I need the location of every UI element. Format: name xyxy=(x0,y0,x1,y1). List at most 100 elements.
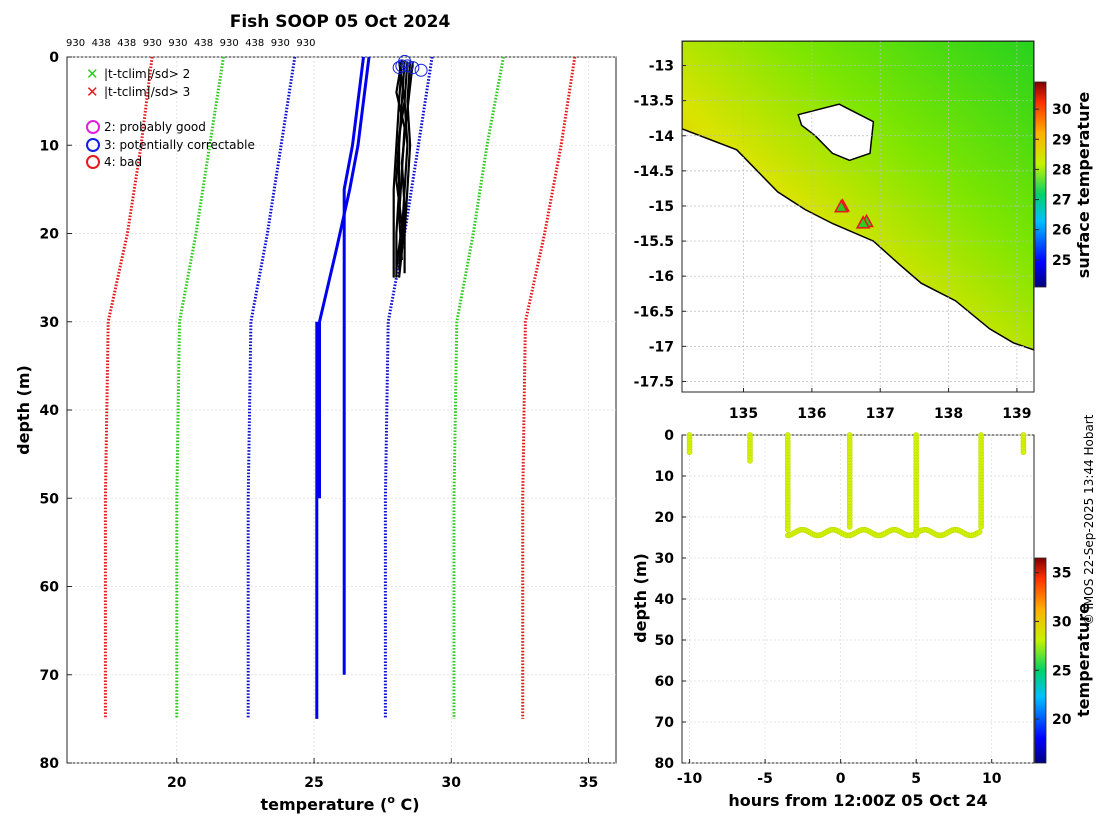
flag-circles xyxy=(392,54,428,77)
timeseries-xtick-label: 0 xyxy=(836,771,846,787)
profile-ytick-label: 60 xyxy=(40,580,60,596)
profile-ytick-label: 10 xyxy=(40,138,60,154)
timeseries-colorbar xyxy=(1034,557,1047,764)
profile-title: Fish SOOP 05 Oct 2024 xyxy=(230,12,451,32)
top-label: 930 xyxy=(66,38,85,49)
climatology-line-+3sd xyxy=(521,56,577,719)
profile-ytick-label: 70 xyxy=(40,668,60,684)
timeseries-ytick-label: 70 xyxy=(655,715,675,731)
timeseries-xtick-label: -10 xyxy=(677,771,703,787)
timeseries-ticks: -10 -5 0 5 10 0 10 20 30 40 50 60 70 80 xyxy=(655,428,1002,787)
profile-ytick-label: 80 xyxy=(40,756,60,772)
profile-line xyxy=(398,61,414,278)
top-label: 438 xyxy=(117,38,136,49)
timeseries-ytick-label: 80 xyxy=(655,756,675,772)
flag-circle xyxy=(392,61,406,75)
station-marker xyxy=(833,199,849,213)
legend-flag4-label: 4: bad xyxy=(104,155,142,169)
map-xtick-label: 138 xyxy=(934,406,963,422)
timeseries-point xyxy=(686,449,693,456)
profile-ytick-label: 30 xyxy=(40,315,60,331)
map-ytick-label: -17.5 xyxy=(634,374,674,390)
timeseries-colorbar-ticks: 20 25 30 35 xyxy=(1035,566,1072,728)
top-label: 930 xyxy=(271,38,290,49)
timeseries-xtick-label: 5 xyxy=(911,771,921,787)
map-xtick-label: 136 xyxy=(797,406,826,422)
map-ytick-label: -16.5 xyxy=(634,304,674,320)
top-labels: 930 438 438 930 930 438 930 438 930 930 xyxy=(66,38,315,49)
profile-xtick-label: 20 xyxy=(167,775,187,791)
profile-xtick-label: 30 xyxy=(442,775,462,791)
timeseries-xlabel: hours from 12:00Z 05 Oct 24 xyxy=(728,791,987,810)
flag-circle xyxy=(414,63,428,77)
map-ytick-label: -16 xyxy=(649,269,674,285)
timeseries-ytick-label: 40 xyxy=(655,592,675,608)
timeseries-ytick-label: 60 xyxy=(655,674,675,690)
legend-sd2-label: |t-tclim|/sd> 2 xyxy=(104,67,190,81)
timeseries-point xyxy=(784,526,791,533)
profile-line xyxy=(392,61,403,278)
map-ytick-label: -13 xyxy=(649,59,674,75)
map-colorbar-tick-label: 26 xyxy=(1052,223,1071,239)
map-grid xyxy=(682,41,1034,392)
flag-circle xyxy=(395,59,409,73)
climatology-lines xyxy=(103,56,577,719)
map-ytick-label: -14 xyxy=(649,129,675,145)
map-colorbar-label: surface temperature xyxy=(1074,92,1093,279)
top-label: 930 xyxy=(296,38,315,49)
map-colorbar xyxy=(1034,81,1047,288)
map-colorbar-tick-label: 27 xyxy=(1052,193,1071,209)
timeseries-grid xyxy=(682,434,1034,764)
map-ytick-label: -17 xyxy=(649,339,674,355)
top-label: 930 xyxy=(168,38,187,49)
profile-ytick-label: 20 xyxy=(40,227,60,243)
climatology-line--2sd xyxy=(175,56,225,719)
legend-flag4-marker xyxy=(86,155,100,169)
timeseries-point xyxy=(1020,449,1027,456)
profile-ticks: 20 25 30 35 0 10 20 30 40 50 60 70 80 xyxy=(40,50,599,791)
timeseries-colorbar-tick-label: 35 xyxy=(1052,566,1071,582)
profile-line xyxy=(395,61,406,269)
climatology-line-+2sd xyxy=(452,56,505,719)
legend-sd3-label: |t-tclim|/sd> 3 xyxy=(104,85,190,99)
map-area xyxy=(682,41,1034,392)
profile-ylabel: depth (m) xyxy=(14,365,33,455)
mean-b-line xyxy=(342,56,365,675)
timeseries-ytick-label: 50 xyxy=(655,633,675,649)
legend-flag2-label: 2: probably good xyxy=(104,120,206,134)
climatology-line--3sd xyxy=(103,56,154,719)
credit-text: © IMOS 22-Sep-2025 13:44 Hobart xyxy=(1082,414,1096,625)
timeseries-points xyxy=(686,432,1027,539)
timeseries-colorbar-tick-label: 20 xyxy=(1052,712,1072,728)
timeseries-xtick-label: 10 xyxy=(982,771,1002,787)
timeseries-point xyxy=(976,529,983,535)
map-ytick-label: -14.5 xyxy=(634,164,674,180)
timeseries-xtick-label: -5 xyxy=(757,771,773,787)
timeseries-colorbar-tick-label: 25 xyxy=(1052,663,1071,679)
legend-flag3-label: 3: potentially correctable xyxy=(104,138,255,152)
map-ytick-label: -15 xyxy=(649,199,674,215)
map-axes xyxy=(681,40,1035,393)
profile-line xyxy=(403,61,412,274)
map-sea xyxy=(682,41,1034,351)
flag-circle xyxy=(406,61,420,75)
timeseries-ytick-label: 30 xyxy=(655,551,675,567)
legend-flag3-marker xyxy=(86,138,100,152)
top-label: 438 xyxy=(92,38,111,49)
timeseries-point xyxy=(846,523,853,530)
legend-x-red-marker: ✕ xyxy=(86,83,99,101)
timeseries-point xyxy=(747,457,753,464)
profile-xtick-label: 25 xyxy=(304,775,323,791)
climatology-line--1sd xyxy=(246,56,297,719)
map-ytick-label: -15.5 xyxy=(634,234,674,250)
top-label: 930 xyxy=(220,38,239,49)
map-ytick-label: -13.5 xyxy=(634,94,674,110)
map-island xyxy=(797,103,875,162)
profile-ytick-label: 50 xyxy=(40,491,60,507)
timeseries-ytick-label: 0 xyxy=(664,428,674,444)
profile-xtick-label: 35 xyxy=(579,775,598,791)
map-colorbar-ticks: 25 26 27 28 29 30 xyxy=(1035,102,1072,269)
top-label: 438 xyxy=(245,38,264,49)
timeseries-colorbar-label: temperature xyxy=(1074,603,1093,717)
